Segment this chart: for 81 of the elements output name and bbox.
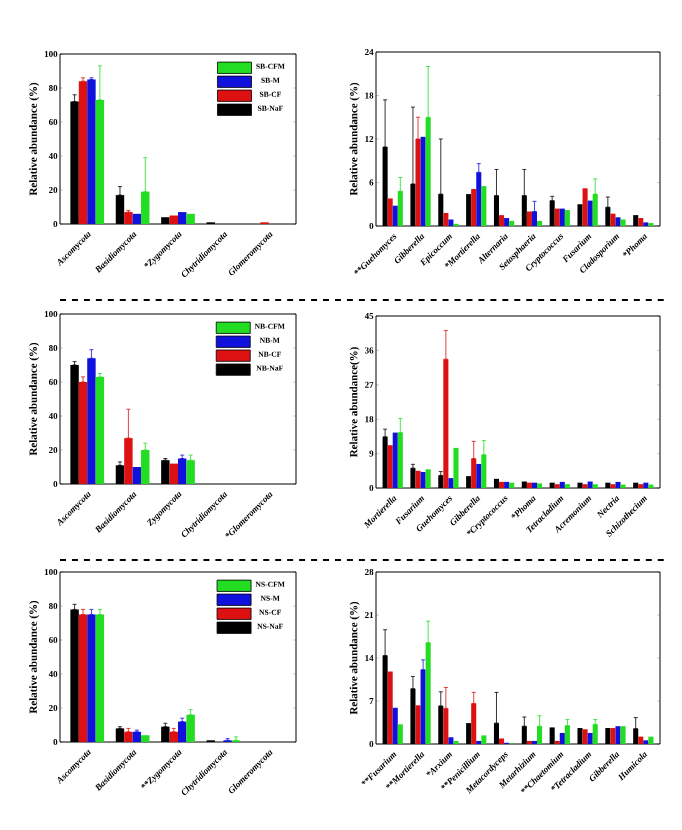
- bar: [582, 729, 588, 745]
- bar: [186, 460, 195, 485]
- bar: [638, 736, 644, 745]
- bar: [620, 726, 626, 745]
- bar: [499, 738, 505, 745]
- bar: [392, 707, 398, 745]
- bar: [178, 721, 187, 743]
- bar: [132, 467, 142, 485]
- bar: [443, 212, 449, 227]
- bar: [559, 732, 565, 745]
- bar: [526, 482, 532, 489]
- bar: [124, 731, 133, 743]
- bar: [648, 736, 654, 745]
- bar: [643, 482, 649, 489]
- bar: [141, 450, 150, 485]
- bar: [387, 445, 393, 489]
- bar: [415, 705, 421, 745]
- bar: [526, 211, 532, 227]
- bar: [95, 376, 105, 485]
- bar: [537, 483, 543, 489]
- bar: [87, 358, 96, 485]
- bar: [471, 189, 477, 227]
- bar: [476, 463, 482, 489]
- bar: [415, 470, 421, 489]
- bar: [559, 481, 565, 489]
- bar: [610, 213, 616, 227]
- bar: [448, 737, 454, 745]
- bar: [78, 81, 88, 224]
- bar: [392, 205, 398, 227]
- bar: [499, 481, 505, 489]
- bar: [564, 725, 570, 745]
- bar: [610, 728, 616, 745]
- bar: [453, 447, 459, 489]
- bar: [387, 198, 393, 227]
- bar: [169, 731, 178, 743]
- bar: [132, 213, 142, 224]
- bar: [509, 482, 515, 489]
- bar: [141, 735, 150, 743]
- bar: [425, 469, 431, 489]
- bar: [554, 208, 560, 227]
- bar: [559, 208, 565, 227]
- bar: [481, 735, 487, 745]
- bar: [587, 481, 593, 489]
- bar: [476, 172, 482, 227]
- bar: [87, 614, 96, 743]
- bar: [186, 714, 195, 743]
- bar: [124, 212, 133, 224]
- bar: [186, 213, 195, 224]
- bar: [481, 186, 487, 227]
- bar: [564, 210, 570, 227]
- bar: [420, 471, 426, 489]
- bar: [392, 432, 398, 489]
- bar: [95, 614, 105, 743]
- bar: [169, 463, 178, 485]
- bar: [620, 219, 626, 227]
- bar: [387, 671, 393, 745]
- bar: [615, 217, 621, 227]
- bar: [587, 200, 593, 227]
- bar: [509, 220, 515, 227]
- bar: [132, 731, 142, 743]
- bar: [420, 669, 426, 745]
- bar: [587, 732, 593, 745]
- bar: [499, 215, 505, 227]
- bar: [78, 614, 88, 743]
- bar: [592, 724, 598, 745]
- bar: [78, 382, 88, 485]
- bar: [504, 218, 510, 227]
- bar: [615, 726, 621, 745]
- bar: [178, 458, 187, 485]
- bar: [420, 136, 426, 227]
- bar: [178, 212, 187, 224]
- bar: [397, 724, 403, 745]
- bar: [87, 79, 96, 224]
- bar: [504, 481, 510, 489]
- bar: [537, 220, 543, 227]
- bar: [582, 188, 588, 227]
- bar: [638, 218, 644, 227]
- bar: [448, 219, 454, 227]
- bar: [448, 478, 454, 489]
- bar: [531, 482, 537, 489]
- bar: [615, 481, 621, 489]
